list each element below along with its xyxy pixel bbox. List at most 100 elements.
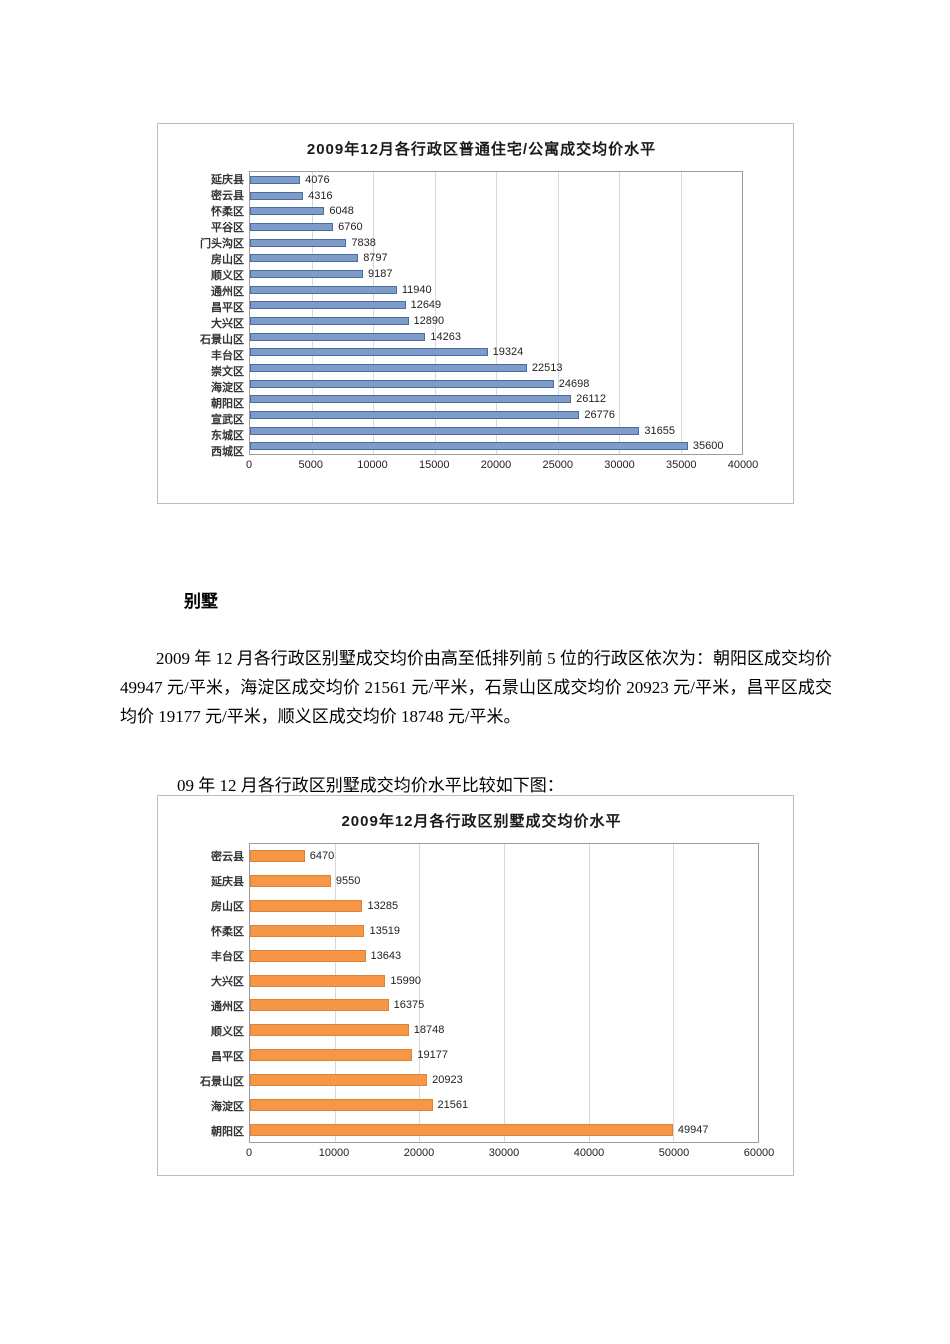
bar xyxy=(250,348,488,357)
bar-value-label: 4316 xyxy=(308,189,333,202)
bar-value-label: 16375 xyxy=(393,999,425,1012)
bar xyxy=(250,410,580,419)
y-axis-label: 海淀区 xyxy=(211,1100,244,1113)
bar xyxy=(250,900,363,913)
bar-row: 4076 xyxy=(250,172,742,188)
bar xyxy=(250,1098,433,1111)
bar-value-label: 6048 xyxy=(329,205,354,218)
y-axis-label: 通州区 xyxy=(211,286,244,298)
bar-value-label: 6760 xyxy=(338,220,363,233)
bar xyxy=(250,395,572,404)
bar xyxy=(250,301,406,310)
bar-row: 11940 xyxy=(250,282,742,298)
x-axis-tick-label: 30000 xyxy=(488,1147,520,1159)
bar-value-label: 13643 xyxy=(370,949,402,962)
bar xyxy=(250,363,527,372)
plot-frame: 4076 4316 6048 6760 7838 8797 9187 11940 12649 12… xyxy=(249,171,743,455)
bar-value-label: 15990 xyxy=(390,974,421,987)
villa-summary-paragraph: 2009 年 12 月各行政区别墅成交均价由高至低排列前 5 位的行政区依次为：… xyxy=(120,649,832,727)
gridline xyxy=(680,172,682,454)
bar xyxy=(250,1123,673,1136)
chart-title: 2009年12月各行政区普通住宅/公寓成交均价水平 xyxy=(306,141,657,158)
y-axis-label: 西城区 xyxy=(211,446,244,458)
y-axis-label: 延庆县 xyxy=(211,174,244,186)
bar-row: 19324 xyxy=(250,344,742,360)
bar-row: 6048 xyxy=(250,203,742,219)
bar-row: 9550 xyxy=(250,869,758,894)
gridline xyxy=(673,844,675,1142)
x-axis: 0 5000 10000 15000 20000 25000 30000 35000 40000 xyxy=(245,459,758,475)
bar-row: 35600 xyxy=(250,438,742,454)
x-axis-tick-label: 0 xyxy=(245,459,253,471)
bar-row: 4316 xyxy=(250,188,742,204)
villa-chart-caption: 09 年 12 月各行政区别墅成交均价水平比较如下图： xyxy=(177,776,564,795)
bar xyxy=(250,207,325,216)
gridline xyxy=(311,172,313,454)
bar-row: 16375 xyxy=(250,993,758,1018)
bar xyxy=(250,191,304,200)
x-axis-tick-label: 40000 xyxy=(727,459,759,471)
bar xyxy=(250,850,305,863)
bar-row: 22513 xyxy=(250,360,742,376)
bar xyxy=(250,379,554,388)
x-axis-tick-label: 40000 xyxy=(573,1147,605,1159)
x-axis-tick-label: 50000 xyxy=(658,1147,690,1159)
bar-row: 7838 xyxy=(250,235,742,251)
y-axis-label: 石景山区 xyxy=(200,334,244,346)
bar-row: 31655 xyxy=(250,423,742,439)
y-axis-label: 丰台区 xyxy=(211,350,244,362)
bar xyxy=(250,1024,409,1037)
bar-row: 8797 xyxy=(250,250,742,266)
x-axis: 0 10000 20000 30000 40000 50000 60000 xyxy=(245,1147,774,1163)
bar xyxy=(250,974,386,987)
bar-value-label: 49947 xyxy=(677,1123,709,1136)
bar-value-label: 4076 xyxy=(305,173,330,186)
gridline xyxy=(557,172,559,454)
y-axis-label: 怀柔区 xyxy=(211,206,244,218)
bar xyxy=(250,999,389,1012)
x-axis-tick-label: 5000 xyxy=(298,459,323,471)
bar-row: 26112 xyxy=(250,391,742,407)
x-axis-tick-label: 20000 xyxy=(403,1147,435,1159)
bar xyxy=(250,175,301,184)
bar-value-label: 19324 xyxy=(492,346,524,359)
bar-row: 13519 xyxy=(250,918,758,943)
bar-value-label: 9187 xyxy=(368,267,393,280)
bar-row: 26776 xyxy=(250,407,742,423)
gridline xyxy=(434,172,436,454)
y-axis-label: 怀柔区 xyxy=(211,925,244,938)
bar xyxy=(250,949,366,962)
bar xyxy=(250,332,426,341)
y-axis-label: 密云县 xyxy=(211,190,244,202)
bar-row: 24698 xyxy=(250,376,742,392)
y-axis-label: 崇文区 xyxy=(211,366,244,378)
x-axis-tick-label: 25000 xyxy=(542,459,574,471)
bar-value-label: 26776 xyxy=(584,408,615,421)
x-axis-tick-label: 10000 xyxy=(357,459,388,471)
gridline xyxy=(504,844,505,1142)
x-axis-tick-label: 0 xyxy=(245,1147,253,1159)
bar-value-label: 35600 xyxy=(692,440,724,453)
bar-value-label: 12890 xyxy=(413,314,445,327)
gridline xyxy=(588,844,590,1142)
bar-row: 9187 xyxy=(250,266,742,282)
bar-value-label: 12649 xyxy=(410,299,442,312)
gridline xyxy=(334,844,336,1142)
bar xyxy=(250,1073,428,1086)
y-axis-label: 平谷区 xyxy=(211,222,244,234)
y-axis-label: 通州区 xyxy=(211,1000,244,1013)
bar-row: 14263 xyxy=(250,329,742,345)
y-axis-label: 大兴区 xyxy=(211,975,244,988)
bar xyxy=(250,238,347,247)
chart-title: 2009年12月各行政区别墅成交均价水平 xyxy=(341,813,622,830)
y-axis-label: 延庆县 xyxy=(211,875,244,888)
villa-section-heading: 别墅 xyxy=(184,592,218,611)
bar-value-label: 11940 xyxy=(401,283,432,296)
bar xyxy=(250,254,359,263)
y-axis-label: 门头沟区 xyxy=(200,238,244,250)
gridline xyxy=(619,172,620,454)
bar-value-label: 20923 xyxy=(432,1073,463,1086)
bar-value-label: 7838 xyxy=(351,236,376,249)
x-axis-tick-label: 20000 xyxy=(480,459,512,471)
plot-area: 密云县 延庆县 房山区 怀柔区 丰台区 大兴区 通州区 顺义区 昌平区 石景山区 海淀区 朝阳区 647… xyxy=(170,843,793,1143)
